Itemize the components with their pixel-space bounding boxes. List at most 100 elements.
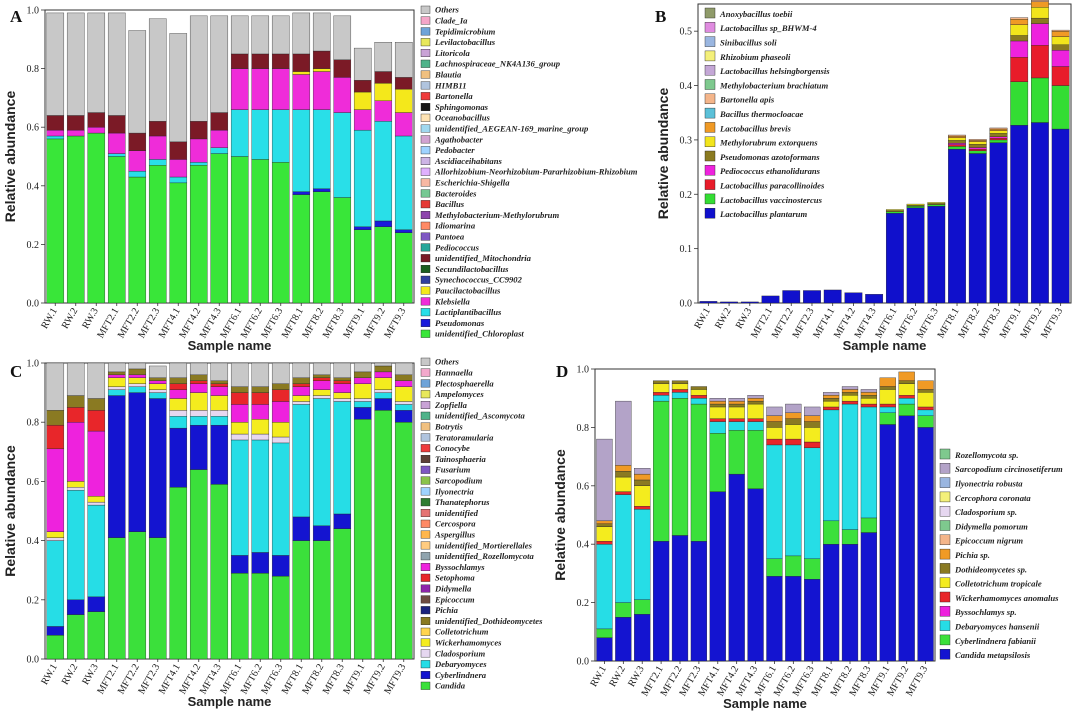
- bar-segment: [128, 392, 147, 532]
- legend-swatch: [420, 146, 431, 155]
- bar-segment: [948, 144, 966, 147]
- plot-frame: [594, 368, 936, 662]
- bar-segment: [860, 517, 878, 533]
- legend-label: Methylobacterium brachiatum: [719, 80, 828, 90]
- bar-segment: [728, 418, 745, 422]
- legend-label: Lactobacillus sp_BHWM-4: [719, 23, 817, 33]
- legend-label: unidentified: [435, 508, 479, 518]
- bar-segment: [804, 415, 821, 422]
- bar-segment: [634, 508, 651, 600]
- x-tick-label: RW.1: [39, 306, 60, 331]
- legend-swatch: [704, 165, 716, 176]
- bar-segment: [841, 392, 859, 396]
- bar-segment: [169, 487, 188, 660]
- bar-segment: [860, 532, 878, 662]
- bar-segment: [766, 427, 783, 440]
- legend-label: Ascidiaceihabitans: [434, 156, 503, 166]
- legend-label: unidentified_Ascomycota: [435, 411, 525, 421]
- legend-swatch: [939, 563, 951, 574]
- legend-label: Sphingomonas: [435, 102, 489, 112]
- bar-segment: [1010, 81, 1029, 126]
- bar-segment: [841, 386, 859, 390]
- x-axis-title: Sample name: [843, 338, 927, 353]
- panel-c: RW.1 RW.2 RW.3MFT2.1MFT2.2MFT2.3MFT4.1MFT4…: [2, 357, 543, 709]
- bar-segment: [917, 392, 934, 408]
- legend-swatch: [420, 178, 431, 187]
- legend-label: unidentified_Chloroplast: [435, 329, 524, 339]
- legend-swatch: [704, 150, 716, 162]
- bar-segment: [927, 202, 946, 204]
- bar-segment: [653, 380, 670, 384]
- bar-segment: [671, 398, 689, 536]
- bar-segment: [989, 133, 1008, 137]
- x-axis-title: Sample name: [188, 694, 272, 709]
- bar-segment: [1031, 0, 1049, 2]
- bar-segment: [747, 488, 764, 662]
- legend-label: Sarcopodium circinosetiferum: [955, 464, 1063, 474]
- legend-label: Methylobacterium-Methylorubrum: [434, 210, 559, 220]
- bar-segment: [374, 121, 393, 222]
- bar-segment: [189, 15, 208, 122]
- bar-segment: [394, 386, 413, 402]
- bar-segment: [709, 403, 726, 408]
- bar-segment: [1051, 44, 1070, 51]
- bar-segment: [128, 362, 147, 370]
- legend-swatch: [420, 5, 431, 14]
- x-tick-label: RW.2: [60, 306, 81, 331]
- bar-segment: [1051, 50, 1070, 67]
- bar-segment: [230, 433, 249, 441]
- x-axis-title: Sample name: [723, 696, 807, 711]
- x-tick-label: RW.1: [588, 664, 609, 689]
- bar-segment: [860, 406, 878, 519]
- legend-swatch: [420, 660, 431, 669]
- bar-segment: [860, 389, 878, 393]
- panel-b: RW.1 RW.2 RW.3MFT2.1MFT2.2MFT2.3MFT4.1MFT4…: [655, 0, 1072, 353]
- legend-label: Pichia sp.: [955, 550, 990, 560]
- legend-swatch: [420, 638, 431, 647]
- bar-segment: [823, 289, 842, 304]
- bar-segment: [766, 421, 783, 428]
- bar-segment: [879, 389, 896, 405]
- bar-segment: [66, 422, 85, 482]
- legend-swatch: [420, 563, 431, 571]
- bar-segment: [169, 383, 188, 390]
- legend-label: Allorhizobium-Neorhizobium-Pararhizobium…: [434, 167, 638, 177]
- plot-frame: [697, 3, 1072, 304]
- bar-segment: [87, 410, 106, 432]
- bar-segment: [148, 380, 167, 384]
- bar-segment: [251, 439, 270, 553]
- legend-label: Teratoramularia: [435, 432, 494, 442]
- bar-segment: [841, 389, 859, 393]
- bar-segment: [699, 301, 718, 304]
- bar-segment: [394, 410, 413, 423]
- bar-segment: [189, 121, 208, 140]
- bar-segment: [148, 365, 167, 378]
- legend-swatch: [420, 265, 431, 273]
- bar-segment: [596, 628, 613, 638]
- legend-label: Escherichia-Shigella: [434, 177, 510, 187]
- bar-segment: [210, 112, 229, 131]
- bar-segment: [46, 129, 65, 137]
- bar-segment: [709, 491, 726, 662]
- bar-segment: [968, 144, 987, 148]
- bar-segment: [251, 109, 270, 160]
- bar-segment: [210, 424, 229, 485]
- bar-segment: [87, 596, 106, 612]
- y-axis-title: Relative abundance: [2, 445, 18, 577]
- bar-segment: [107, 362, 126, 373]
- legend-swatch: [939, 520, 951, 531]
- bar-segment: [292, 401, 311, 405]
- bar-segment: [615, 465, 632, 472]
- bar-segment: [785, 412, 802, 419]
- bar-segment: [46, 531, 65, 538]
- bar-segment: [251, 572, 270, 660]
- bar-segment: [653, 395, 670, 402]
- bar-segment: [210, 153, 229, 304]
- bar-segment: [230, 439, 249, 556]
- bar-segment: [312, 362, 331, 376]
- bar-segment: [898, 395, 915, 399]
- legend-swatch: [704, 193, 716, 205]
- bar-segment: [46, 424, 65, 450]
- legend-swatch: [420, 476, 431, 485]
- bar-segment: [898, 371, 915, 381]
